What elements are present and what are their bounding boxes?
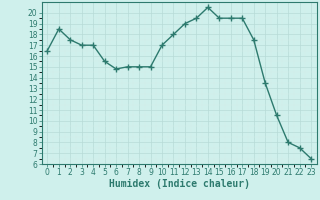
X-axis label: Humidex (Indice chaleur): Humidex (Indice chaleur): [109, 179, 250, 189]
